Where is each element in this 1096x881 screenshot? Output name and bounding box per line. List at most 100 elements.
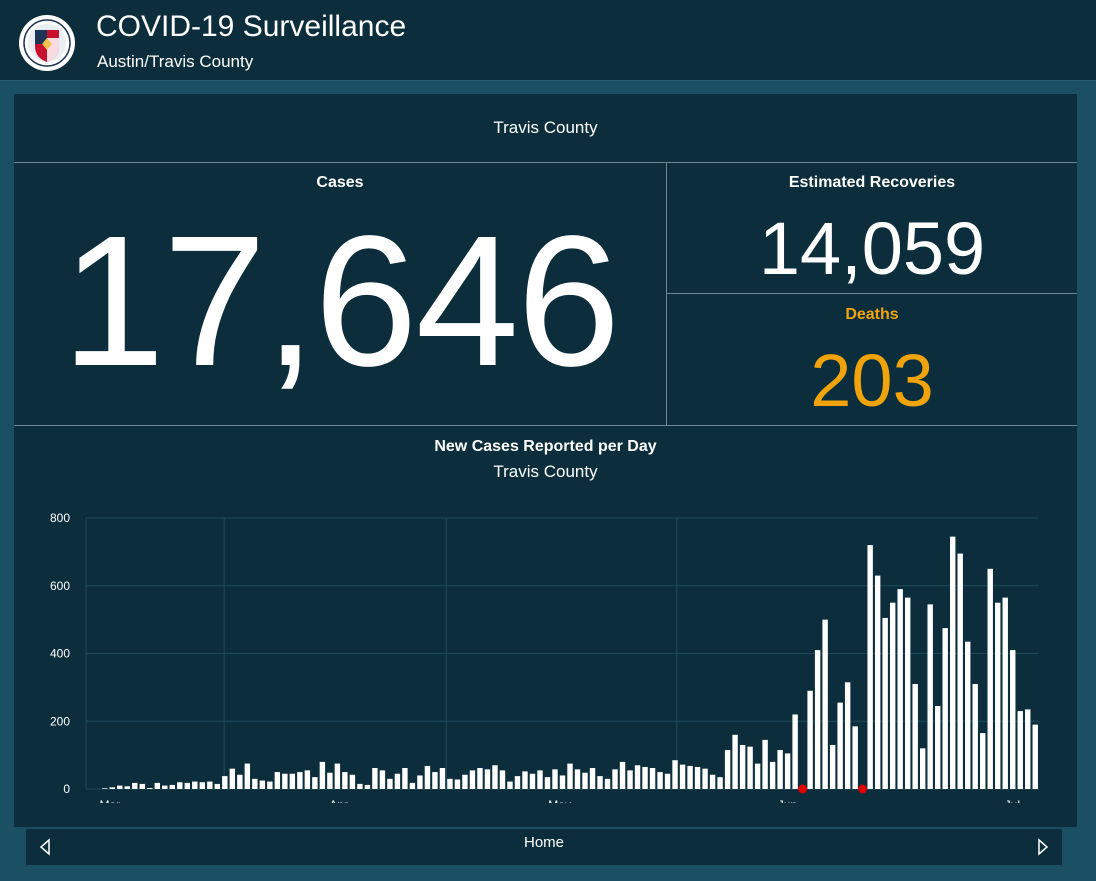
bar[interactable]: [874, 575, 881, 789]
data-marker[interactable]: [798, 784, 808, 794]
bar[interactable]: [1002, 597, 1008, 789]
bar[interactable]: [139, 783, 145, 789]
bar[interactable]: [995, 602, 1001, 789]
bar[interactable]: [162, 785, 168, 789]
bar[interactable]: [837, 702, 843, 789]
bar[interactable]: [514, 776, 521, 789]
data-marker[interactable]: [858, 784, 868, 794]
bar[interactable]: [417, 775, 423, 789]
bar[interactable]: [559, 775, 566, 789]
bar[interactable]: [507, 781, 513, 789]
bar[interactable]: [687, 765, 693, 789]
bar[interactable]: [724, 750, 731, 789]
bar[interactable]: [312, 777, 318, 789]
bar[interactable]: [499, 770, 506, 789]
bar[interactable]: [387, 778, 393, 789]
bar[interactable]: [822, 619, 828, 789]
bar[interactable]: [357, 783, 363, 789]
bar[interactable]: [634, 765, 641, 789]
bar[interactable]: [289, 773, 296, 789]
bar[interactable]: [484, 769, 491, 789]
bar[interactable]: [244, 763, 251, 789]
bar[interactable]: [957, 553, 963, 789]
bar[interactable]: [597, 776, 603, 789]
bar[interactable]: [919, 748, 926, 789]
cases-indicator[interactable]: Cases 17,646: [14, 162, 667, 426]
bar[interactable]: [627, 770, 633, 789]
bar[interactable]: [567, 763, 573, 789]
bar[interactable]: [222, 776, 228, 789]
bar[interactable]: [732, 734, 738, 789]
bar[interactable]: [1017, 711, 1023, 789]
bar[interactable]: [447, 778, 453, 789]
recoveries-indicator[interactable]: Estimated Recoveries 14,059: [667, 162, 1077, 294]
bar[interactable]: [777, 750, 783, 789]
bar[interactable]: [582, 772, 588, 789]
bar[interactable]: [522, 771, 528, 789]
bar[interactable]: [867, 545, 873, 789]
bar[interactable]: [889, 602, 896, 789]
bar[interactable]: [402, 767, 408, 789]
bar[interactable]: [784, 753, 791, 789]
bar[interactable]: [739, 744, 746, 789]
bar[interactable]: [409, 782, 416, 789]
bar[interactable]: [904, 597, 911, 789]
bar[interactable]: [717, 777, 723, 789]
bar[interactable]: [882, 617, 888, 789]
bar[interactable]: [297, 772, 303, 789]
bar[interactable]: [124, 786, 130, 789]
bar[interactable]: [747, 746, 753, 789]
bar[interactable]: [1010, 650, 1016, 789]
bar[interactable]: [199, 782, 206, 789]
bar[interactable]: [814, 650, 821, 789]
bar[interactable]: [237, 774, 243, 789]
bar[interactable]: [109, 787, 115, 789]
bar[interactable]: [657, 772, 663, 789]
chevron-left-icon[interactable]: [38, 838, 52, 856]
bar[interactable]: [207, 781, 213, 789]
bar[interactable]: [529, 773, 536, 789]
bar[interactable]: [552, 769, 558, 789]
bar[interactable]: [492, 765, 498, 789]
bar[interactable]: [192, 781, 198, 789]
bar[interactable]: [754, 763, 761, 789]
bar[interactable]: [424, 765, 431, 789]
bar[interactable]: [1032, 724, 1038, 789]
bar[interactable]: [102, 788, 108, 789]
bar[interactable]: [1025, 709, 1031, 789]
bar[interactable]: [132, 782, 138, 789]
bar[interactable]: [267, 781, 273, 789]
bar[interactable]: [184, 782, 191, 789]
deaths-indicator[interactable]: Deaths 203: [667, 294, 1077, 426]
bar[interactable]: [439, 767, 446, 789]
bar[interactable]: [980, 733, 986, 789]
home-tab[interactable]: Home: [523, 834, 564, 851]
bar[interactable]: [897, 589, 903, 789]
bar[interactable]: [469, 770, 476, 789]
bar[interactable]: [282, 773, 288, 789]
bar[interactable]: [379, 770, 386, 789]
bar[interactable]: [574, 769, 581, 789]
new-cases-chart[interactable]: 0 200 400 600 800 Mar Apr May Jun Jul: [14, 498, 1077, 803]
bar[interactable]: [965, 641, 971, 789]
bar[interactable]: [694, 766, 701, 789]
bar[interactable]: [649, 767, 656, 789]
bar[interactable]: [972, 683, 978, 789]
bar[interactable]: [327, 772, 333, 789]
bar[interactable]: [117, 785, 123, 789]
bar[interactable]: [372, 767, 378, 789]
bar[interactable]: [619, 761, 626, 789]
bar[interactable]: [672, 760, 678, 789]
bar[interactable]: [477, 767, 483, 789]
bar[interactable]: [807, 690, 813, 789]
bar[interactable]: [462, 774, 468, 789]
bar[interactable]: [852, 726, 858, 789]
bar[interactable]: [252, 778, 258, 789]
chevron-right-icon[interactable]: [1036, 838, 1050, 856]
bar[interactable]: [147, 787, 153, 789]
bar[interactable]: [454, 779, 461, 789]
bar[interactable]: [702, 768, 708, 789]
bar[interactable]: [364, 784, 371, 789]
bar[interactable]: [987, 568, 993, 789]
bar[interactable]: [432, 772, 438, 789]
